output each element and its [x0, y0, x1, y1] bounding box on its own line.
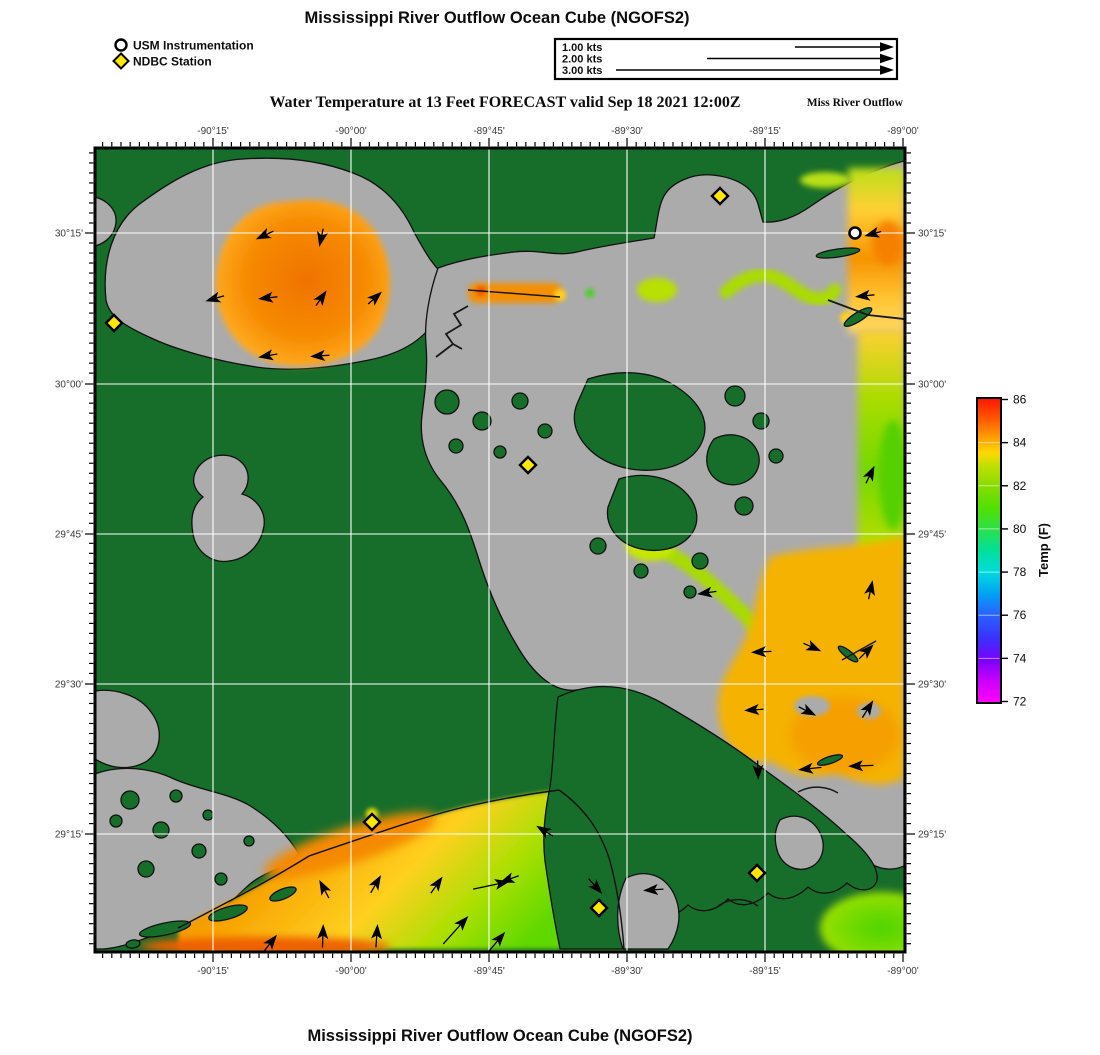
speed-scale-label: 2.00 kts: [562, 54, 602, 66]
speed-scale-label: 1.00 kts: [562, 42, 602, 54]
marsh-island: [192, 844, 206, 858]
arrow-tail: [654, 889, 663, 890]
lon-label-top: -89°00': [887, 126, 919, 137]
ndbc-diamond-icon: [114, 54, 129, 69]
island: [769, 449, 783, 463]
usm-station-marker: [850, 228, 861, 239]
lon-label-top: -89°45': [473, 126, 505, 137]
arrow-tail: [269, 297, 277, 298]
temperature-colorbar: 86 84 82 80 78 76 74 72 Temp (F): [977, 393, 1051, 709]
lat-label-left: 29°15': [55, 830, 83, 841]
lon-label-top: -89°30': [611, 126, 643, 137]
colorbar-tick-label: 76: [1013, 608, 1027, 622]
arrow-tail: [376, 935, 377, 947]
island: [449, 439, 463, 453]
lon-label-bottom: -90°15': [197, 966, 229, 977]
marsh-island: [110, 815, 122, 827]
lat-label-left: 30°15': [55, 229, 83, 240]
island: [725, 386, 745, 406]
forecast-subtitle: Water Temperature at 13 Feet FORECAST va…: [269, 94, 740, 111]
map-canvas: [95, 148, 944, 964]
marsh-island: [153, 822, 169, 838]
colorbar-tick-label: 82: [1013, 479, 1027, 493]
lon-label-top: -90°15': [197, 126, 229, 137]
region-label: Miss River Outflow: [807, 97, 904, 109]
colorbar-tick-label: 84: [1013, 436, 1027, 450]
warm-dot: [554, 289, 566, 301]
lat-label-right: 29°30': [918, 680, 946, 691]
marsh-island: [121, 791, 139, 809]
ndbc-legend-label: NDBC Station: [133, 55, 212, 69]
marker-legend: USM Instrumentation NDBC Station: [114, 39, 254, 69]
island: [634, 564, 648, 578]
lon-label-bottom: -89°00': [887, 966, 919, 977]
marsh-island: [707, 435, 759, 485]
east-bright-green: [879, 420, 907, 530]
marsh-island: [138, 861, 154, 877]
lon-label-bottom: -90°00': [335, 966, 367, 977]
usm-legend-label: USM Instrumentation: [133, 39, 254, 53]
island: [753, 413, 769, 429]
island: [692, 553, 708, 569]
lat-label-left: 29°30': [55, 680, 83, 691]
colorbar-title: Temp (F): [1036, 523, 1051, 577]
island: [494, 446, 506, 458]
colorbar-tick-label: 72: [1013, 695, 1027, 709]
arrow-tail: [321, 355, 329, 356]
footer-title: Mississippi River Outflow Ocean Cube (NG…: [307, 1027, 692, 1045]
island: [735, 497, 753, 515]
island: [512, 393, 528, 409]
lat-label-right: 30°15': [918, 229, 946, 240]
lon-label-top: -90°00': [335, 126, 367, 137]
colorbar-tick-label: 80: [1013, 522, 1027, 536]
arrow-tail: [866, 295, 874, 296]
usm-circle-icon: [116, 40, 127, 51]
island: [473, 412, 491, 430]
lat-label-left: 29°45': [55, 530, 83, 541]
lat-label-right: 29°45': [918, 530, 946, 541]
page-title: Mississippi River Outflow Ocean Cube (NG…: [304, 9, 689, 27]
island: [538, 424, 552, 438]
island: [590, 538, 606, 554]
colorbar-tick-label: 78: [1013, 565, 1027, 579]
lon-label-top: -89°15': [749, 126, 781, 137]
speed-scale-label: 3.00 kts: [562, 65, 602, 77]
sound-plume-patch: [637, 278, 677, 302]
lake-warm-patch: [216, 200, 390, 366]
island: [435, 390, 459, 414]
lat-label-left: 30°00': [55, 380, 83, 391]
lon-label-bottom: -89°30': [611, 966, 643, 977]
arrow-tail: [755, 709, 763, 710]
colorbar-gradient: [977, 398, 1001, 703]
green-dot: [585, 288, 595, 298]
marsh-island: [170, 790, 182, 802]
lon-label-bottom: -89°45': [473, 966, 505, 977]
island: [684, 586, 696, 598]
lat-label-right: 29°15': [918, 830, 946, 841]
lat-label-right: 30°00': [918, 380, 946, 391]
coastal-green-band: [800, 172, 850, 188]
marsh-island: [244, 836, 254, 846]
marsh-island: [203, 810, 213, 820]
colorbar-tick-label: 86: [1013, 393, 1027, 407]
marsh-island: [215, 873, 227, 885]
lon-label-bottom: -89°15': [749, 966, 781, 977]
colorbar-tick-label: 74: [1013, 651, 1027, 665]
